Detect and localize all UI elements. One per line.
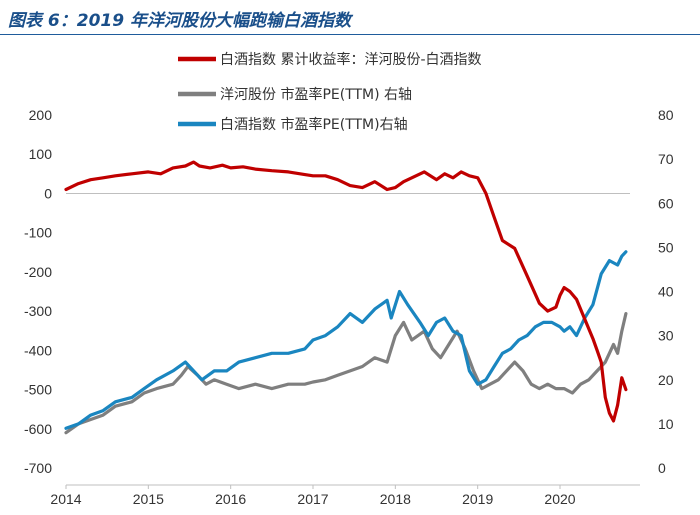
title-bar: 图表 6：2019 年洋河股份大幅跑输白酒指数	[0, 0, 700, 35]
left-tick-label: 0	[44, 185, 52, 201]
series-line-baijiu-cumulative-return	[64, 160, 628, 423]
left-tick-label: -700	[24, 460, 52, 476]
series-lines	[64, 160, 628, 435]
right-tick-label: 70	[658, 151, 674, 167]
right-tick-label: 60	[658, 195, 674, 211]
x-tick-label: 2014	[50, 491, 81, 507]
legend-entry-baijiu-cumulative-return-label: 白酒指数 累计收益率：洋河股份-白酒指数	[220, 51, 482, 68]
chart-title: 图表 6：2019 年洋河股份大幅跑输白酒指数	[8, 11, 351, 31]
legend-entry-yanghe-pe-label: 洋河股份 市盈率PE(TTM) 右轴	[220, 86, 412, 103]
right-tick-label: 0	[658, 460, 666, 476]
x-tick-label: 2020	[544, 491, 575, 507]
series-line-yanghe-pe	[64, 312, 628, 435]
left-tick-label: -600	[24, 421, 52, 437]
right-tick-label: 20	[658, 372, 674, 388]
right-tick-label: 80	[658, 107, 674, 123]
left-tick-label: -200	[24, 264, 52, 280]
left-tick-label: -400	[24, 342, 52, 358]
x-tick-label: 2018	[380, 491, 411, 507]
series-line-baijiu-pe	[64, 250, 628, 430]
right-tick-label: 10	[658, 416, 674, 432]
x-tick-label: 2019	[462, 491, 493, 507]
right-tick-label: 30	[658, 328, 674, 344]
x-tick-label: 2017	[297, 491, 328, 507]
x-tick-label: 2016	[215, 491, 246, 507]
left-tick-label: -500	[24, 382, 52, 398]
axes: 2001000-100-200-300-400-500-600-70080706…	[24, 107, 674, 507]
legend-entry-baijiu-pe-label: 白酒指数 市盈率PE(TTM)右轴	[220, 116, 408, 133]
left-tick-label: -100	[24, 225, 52, 241]
right-tick-label: 50	[658, 239, 674, 255]
left-tick-label: -300	[24, 303, 52, 319]
right-tick-label: 40	[658, 284, 674, 300]
x-tick-label: 2015	[133, 491, 164, 507]
left-tick-label: 200	[29, 107, 53, 123]
left-tick-label: 100	[29, 146, 53, 162]
